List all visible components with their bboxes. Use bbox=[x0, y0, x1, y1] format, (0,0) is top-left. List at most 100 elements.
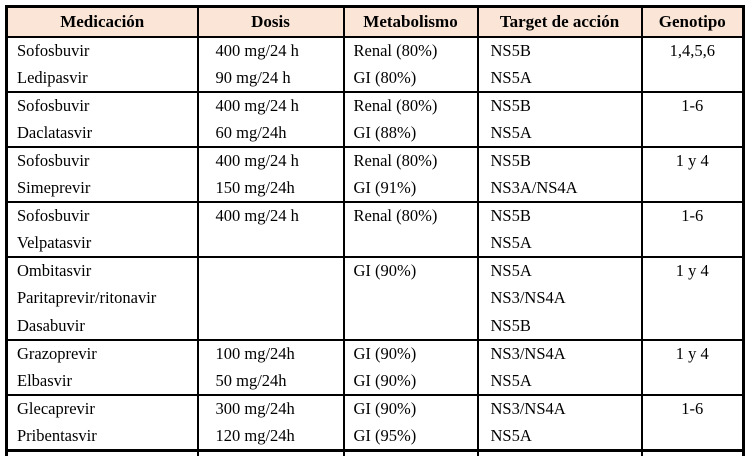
genotype-value: 1 y 4 bbox=[643, 148, 743, 175]
genotype-value: 1 y 4 bbox=[643, 258, 743, 285]
target-line: NS3/NS4A bbox=[491, 285, 641, 312]
col-header-metabolism: Metabolismo bbox=[344, 7, 478, 38]
metabolism-line: Renal (80%) bbox=[354, 203, 477, 230]
cell-genotype: 1,4,5,6 bbox=[642, 37, 744, 92]
empty-cell bbox=[198, 451, 344, 456]
cell-dose: 400 mg/24 h bbox=[198, 202, 344, 257]
metabolism-line: GI (90%) bbox=[354, 258, 477, 285]
empty-cell bbox=[344, 451, 478, 456]
metabolism-line: GI (91%) bbox=[354, 175, 477, 202]
target-line: NS5A bbox=[491, 120, 641, 147]
dose-line: 400 mg/24 h bbox=[216, 148, 343, 175]
target-line: NS5B bbox=[491, 93, 641, 120]
metabolism-line: Renal (80%) bbox=[354, 93, 477, 120]
medication-line: Elbasvir bbox=[17, 368, 197, 395]
medication-line: Dasabuvir bbox=[17, 313, 197, 340]
metabolism-line: GI (80%) bbox=[354, 65, 477, 92]
col-header-medication: Medicación bbox=[7, 7, 198, 38]
empty-cell bbox=[478, 451, 642, 456]
medication-line: Ombitasvir bbox=[17, 258, 197, 285]
genotype-value: 1-6 bbox=[643, 396, 743, 423]
cell-metabolism: GI (90%) bbox=[344, 257, 478, 340]
genotype-value: 1 y 4 bbox=[643, 341, 743, 368]
medication-line: Sofosbuvir bbox=[17, 93, 197, 120]
dose-line: 100 mg/24h bbox=[216, 341, 343, 368]
target-line: NS5B bbox=[491, 313, 641, 340]
dose-line: 60 mg/24h bbox=[216, 120, 343, 147]
col-header-genotype: Genotipo bbox=[642, 7, 744, 38]
medication-line: Sofosbuvir bbox=[17, 203, 197, 230]
target-line: NS5A bbox=[491, 65, 641, 92]
medication-line: Sofosbuvir bbox=[17, 148, 197, 175]
col-header-target: Target de acción bbox=[478, 7, 642, 38]
metabolism-line: GI (90%) bbox=[354, 341, 477, 368]
cell-metabolism: Renal (80%) bbox=[344, 202, 478, 257]
dose-line: 90 mg/24 h bbox=[216, 65, 343, 92]
cell-metabolism: Renal (80%)GI (88%) bbox=[344, 92, 478, 147]
cell-genotype: 1-6 bbox=[642, 395, 744, 451]
target-line: NS3A/NS4A bbox=[491, 175, 641, 202]
clipped-partial-row bbox=[7, 451, 744, 456]
medication-line: Grazoprevir bbox=[17, 341, 197, 368]
genotype-value: 1-6 bbox=[643, 203, 743, 230]
medication-line: Sofosbuvir bbox=[17, 38, 197, 65]
empty-cell bbox=[642, 451, 744, 456]
medication-line: Velpatasvir bbox=[17, 230, 197, 257]
metabolism-line: Renal (80%) bbox=[354, 38, 477, 65]
target-line: NS5A bbox=[491, 258, 641, 285]
target-line: NS3/NS4A bbox=[491, 341, 641, 368]
medication-line: Glecaprevir bbox=[17, 396, 197, 423]
cell-genotype: 1 y 4 bbox=[642, 257, 744, 340]
target-line: NS5B bbox=[491, 38, 641, 65]
target-line: NS5B bbox=[491, 203, 641, 230]
cell-metabolism: GI (90%)GI (90%) bbox=[344, 340, 478, 395]
target-line: NS5A bbox=[491, 368, 641, 395]
col-header-dose: Dosis bbox=[198, 7, 344, 38]
cell-metabolism: GI (90%)GI (95%) bbox=[344, 395, 478, 451]
empty-cell bbox=[7, 451, 198, 456]
cell-metabolism: Renal (80%)GI (91%) bbox=[344, 147, 478, 202]
cell-genotype: 1-6 bbox=[642, 92, 744, 147]
dose-line: 400 mg/24 h bbox=[216, 38, 343, 65]
target-line: NS3/NS4A bbox=[491, 396, 641, 423]
cell-genotype: 1 y 4 bbox=[642, 147, 744, 202]
metabolism-line: GI (88%) bbox=[354, 120, 477, 147]
metabolism-line: Renal (80%) bbox=[354, 148, 477, 175]
medication-line: Daclatasvir bbox=[17, 120, 197, 147]
dose-line: 400 mg/24 h bbox=[216, 203, 343, 230]
medication-line: Simeprevir bbox=[17, 175, 197, 202]
target-line: NS5B bbox=[491, 148, 641, 175]
genotype-value: 1-6 bbox=[643, 93, 743, 120]
dose-line: 50 mg/24h bbox=[216, 368, 343, 395]
medication-line: Ledipasvir bbox=[17, 65, 197, 92]
